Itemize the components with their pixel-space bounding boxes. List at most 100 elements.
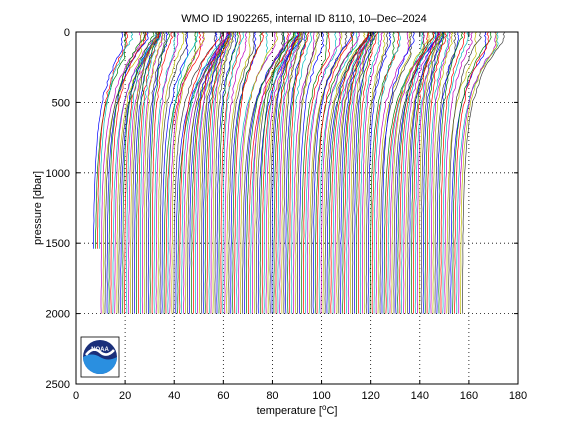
y-tick-label: 1500 [46, 238, 70, 250]
profile-line [375, 31, 409, 314]
profile-line [159, 31, 188, 314]
profile-line [204, 31, 231, 314]
profile-line [363, 31, 386, 314]
profile-line [135, 31, 160, 314]
profile-line [448, 31, 482, 314]
x-tick-label: 80 [266, 390, 278, 402]
x-tick-label: 140 [411, 390, 429, 402]
profile-line [149, 31, 171, 314]
x-tick-label: 60 [217, 390, 229, 402]
profile-line [328, 31, 370, 314]
y-tick-label: 2000 [46, 309, 70, 321]
y-tick-label: 500 [52, 97, 70, 109]
profile-line [234, 31, 264, 314]
profile-line [365, 31, 389, 314]
profile-line [173, 31, 217, 314]
profile-line [120, 31, 159, 314]
profile-line [232, 31, 262, 314]
profile-line [192, 31, 230, 314]
profile-line [442, 31, 470, 314]
profile-line [200, 31, 230, 314]
profile-line [214, 31, 235, 314]
profile-line [259, 31, 295, 314]
profile-line [220, 32, 241, 314]
x-tick-label: 0 [73, 390, 79, 402]
profile-line [346, 31, 372, 314]
y-tick-label: 2500 [46, 379, 70, 391]
x-tick-label: 40 [168, 390, 180, 402]
profile-line [420, 31, 445, 314]
profile-line [263, 31, 298, 314]
profile-line [287, 31, 308, 314]
profile-line [371, 31, 400, 314]
profile-line [155, 31, 179, 314]
profile-line [175, 31, 218, 314]
x-tick-label: 20 [119, 390, 131, 402]
profile-line [167, 31, 199, 314]
profile-line [308, 32, 343, 314]
y-tick-label: 1000 [46, 168, 70, 180]
profile-line [418, 31, 443, 314]
profile-line [97, 31, 129, 249]
profile-line [281, 31, 303, 314]
profile-line [273, 31, 301, 314]
y-axis-label: pressure [dbar] [32, 171, 44, 245]
profile-line [460, 31, 498, 314]
profile-line [409, 31, 440, 314]
profile-line [399, 32, 435, 314]
profile-line [326, 32, 370, 314]
profile-line [279, 31, 303, 314]
profile-line [391, 31, 430, 314]
profile-line [210, 31, 232, 314]
profile-line [438, 31, 464, 314]
profile-line [202, 31, 230, 314]
profile-line [226, 31, 251, 314]
profile-line [387, 31, 423, 314]
logo-label: NOAA [91, 347, 109, 353]
profile-line [251, 31, 291, 314]
profile-line [236, 31, 269, 314]
profile-line [104, 31, 146, 314]
profile-line [238, 31, 276, 314]
profile-line [454, 31, 489, 314]
profile-line [212, 31, 234, 314]
profile-line [424, 31, 445, 314]
profile-line [246, 31, 286, 314]
profile-line [389, 31, 426, 314]
profile-line [348, 31, 373, 314]
profile-line [179, 31, 224, 314]
profile-line [405, 31, 446, 314]
profile-line [401, 31, 437, 314]
profile-line [369, 31, 395, 314]
profile-line [242, 31, 284, 314]
profile-line [344, 32, 370, 314]
profile-line [99, 31, 134, 249]
profile-line [414, 31, 444, 314]
profile-line [299, 31, 325, 314]
profile-line [410, 31, 442, 314]
profile-line [130, 31, 159, 314]
profile-line [330, 31, 370, 314]
profile-line [413, 31, 440, 314]
profile-line [289, 31, 310, 314]
profile-line [163, 31, 197, 314]
profile-lines [93, 31, 505, 314]
profile-line [271, 31, 299, 314]
profile-line [395, 31, 437, 314]
profile-line [95, 31, 127, 249]
profile-line [306, 31, 342, 314]
profile-line [208, 31, 232, 314]
x-tick-label: 160 [460, 390, 478, 402]
profile-line [124, 31, 160, 314]
profile-line [114, 31, 157, 314]
profile-line [350, 31, 373, 314]
profile-line [224, 31, 247, 314]
profile-line [434, 31, 457, 314]
profile-line [320, 31, 360, 314]
profile-line [139, 31, 162, 314]
profile-line [358, 31, 379, 314]
profile-line [361, 31, 383, 314]
profile-line [222, 31, 244, 314]
plot-frame [75, 31, 519, 385]
